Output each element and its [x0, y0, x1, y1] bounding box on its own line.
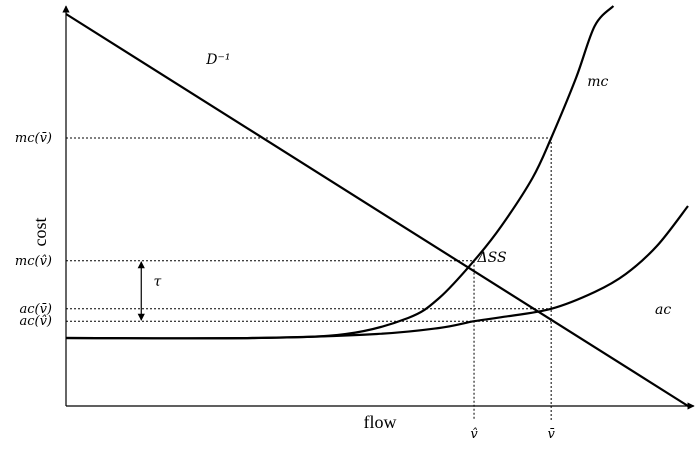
series-line-0 — [65, 13, 689, 407]
curve-labels: D⁻¹ mc ac ΔSS τ — [154, 52, 672, 318]
y-tick-label-3: ac(v̂) — [19, 314, 52, 329]
guide-lines — [66, 137, 552, 420]
y-tick-label-0: mc(v̄) — [15, 131, 52, 146]
annotation-1: mc — [587, 74, 608, 90]
y-tick-label-1: mc(v̂) — [15, 254, 52, 269]
annotation-3: ΔSS — [477, 250, 507, 266]
x-tick-labels: v̂ v̄ — [470, 427, 555, 442]
x-tick-label-0: v̂ — [470, 427, 478, 442]
annotation-0: D⁻¹ — [205, 52, 230, 68]
y-tick-label-2: ac(v̄) — [19, 302, 52, 317]
series-line-1 — [65, 5, 615, 340]
x-tick-label-1: v̄ — [547, 427, 555, 442]
annotation-2: ac — [655, 302, 671, 318]
series-line-2 — [65, 205, 689, 340]
y-axis-title: cost — [30, 218, 50, 247]
x-axis-title: flow — [364, 412, 397, 432]
curves — [65, 5, 689, 407]
y-tick-labels: mc(v̄) mc(v̂) ac(v̄)ac(v̂) — [15, 131, 52, 329]
annotation-4: τ — [154, 274, 162, 290]
